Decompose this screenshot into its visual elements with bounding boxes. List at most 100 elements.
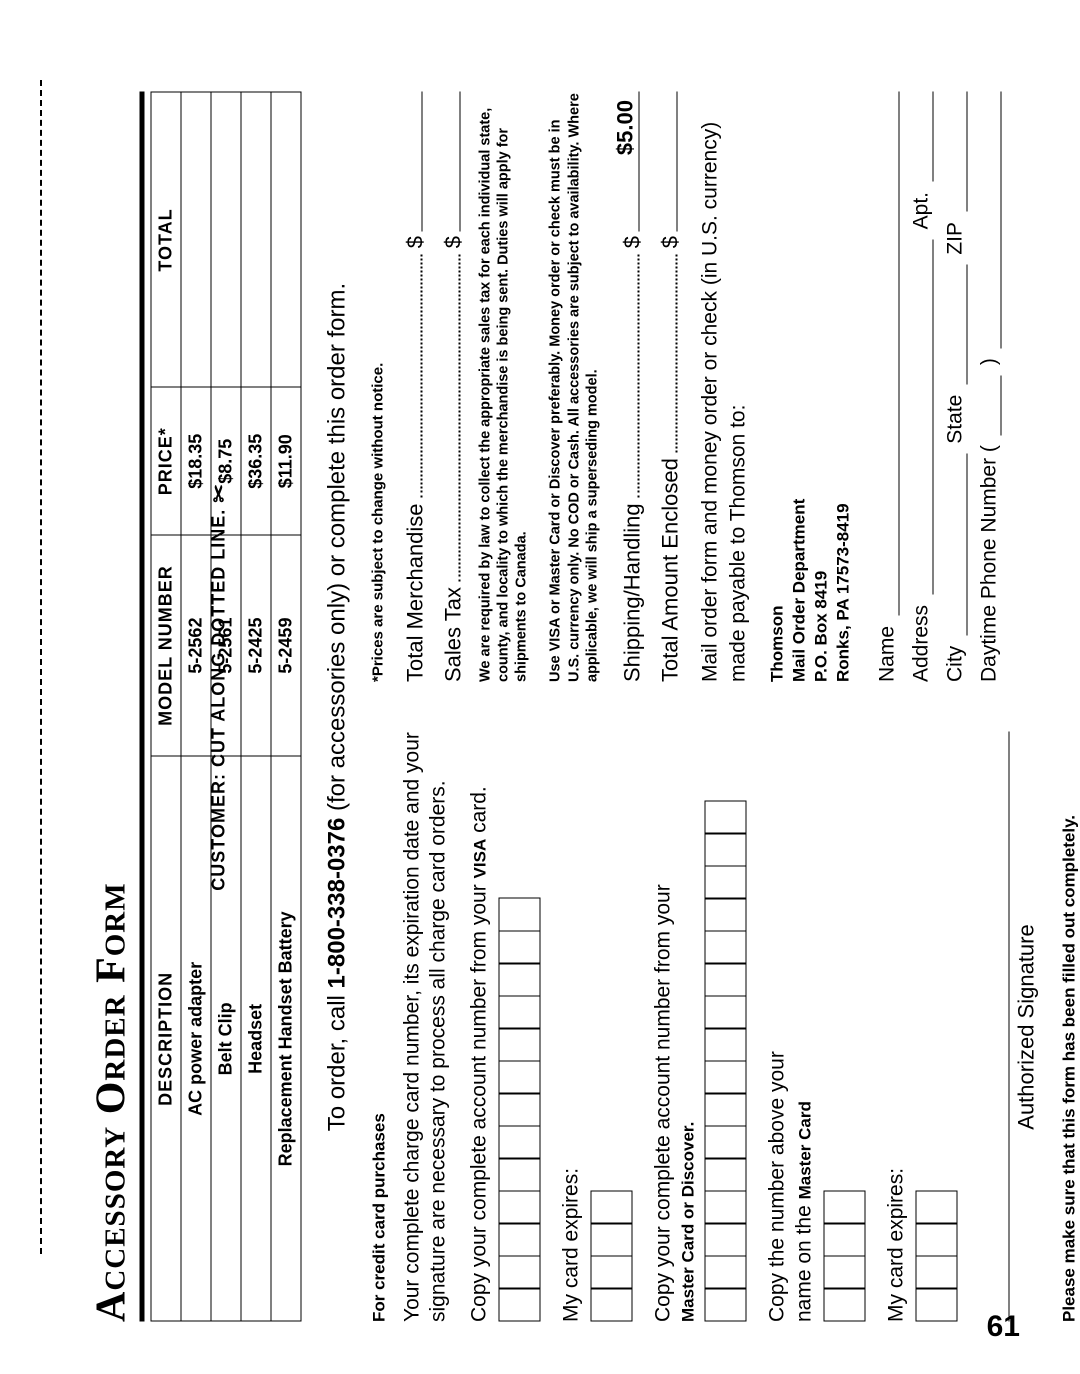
cell-total[interactable] [241, 93, 271, 388]
input-box[interactable] [705, 833, 747, 867]
input-box[interactable] [823, 1288, 865, 1322]
state-blank[interactable] [945, 265, 968, 385]
order-instruction: To order, call 1-800-338-0376 (for acces… [324, 92, 352, 1322]
input-box[interactable] [705, 1223, 747, 1257]
above-name-boxes[interactable] [823, 732, 865, 1322]
input-box[interactable] [591, 1191, 633, 1225]
address-blank[interactable] [911, 239, 934, 595]
total-merch-label: Total Merchandise [403, 503, 429, 682]
phone-area-blank[interactable] [979, 375, 1002, 435]
input-box[interactable] [591, 1223, 633, 1257]
right-column: *Prices are subject to change without no… [370, 92, 1080, 682]
input-box[interactable] [705, 963, 747, 997]
input-box[interactable] [916, 1288, 958, 1322]
cell-price: $11.90 [271, 387, 301, 534]
input-box[interactable] [823, 1256, 865, 1290]
cell-total[interactable] [271, 93, 301, 388]
cell-price: $36.35 [241, 387, 271, 534]
input-box[interactable] [705, 866, 747, 900]
input-box[interactable] [705, 1256, 747, 1290]
input-box[interactable] [705, 1191, 747, 1225]
input-box[interactable] [498, 1191, 540, 1225]
input-box[interactable] [498, 1061, 540, 1095]
input-box[interactable] [705, 996, 747, 1030]
input-box[interactable] [498, 1093, 540, 1127]
cell-model: 5-2561 [211, 535, 241, 756]
signature-row [988, 732, 1010, 1322]
th-total: TOTAL [151, 93, 181, 388]
th-description: DESCRIPTION [151, 756, 181, 1321]
cell-description: Headset [241, 756, 271, 1321]
zip-blank[interactable] [945, 92, 968, 212]
table-row: AC power adapter5-2562$18.35 [181, 93, 211, 1322]
input-box[interactable] [498, 931, 540, 965]
input-box[interactable] [705, 1028, 747, 1062]
dollar-sign: $ [657, 236, 683, 248]
expires1-label: My card expires: [558, 732, 584, 1322]
input-box[interactable] [498, 1126, 540, 1160]
input-box[interactable] [705, 1158, 747, 1192]
expiry1-boxes[interactable] [591, 732, 633, 1322]
phone-number-blank[interactable] [979, 92, 1002, 348]
input-box[interactable] [498, 996, 540, 1030]
input-box[interactable] [705, 1061, 747, 1095]
cc-purchases-head: For credit card purchases [370, 732, 390, 1322]
input-box[interactable] [591, 1256, 633, 1290]
table-row: Replacement Handset Battery5-2459$11.90 [271, 93, 301, 1322]
input-box[interactable] [705, 1288, 747, 1322]
input-box[interactable] [705, 931, 747, 965]
visa-pre: Copy your complete account number from y… [467, 878, 490, 1322]
tax-note: We are required by law to collect the ap… [477, 92, 531, 682]
mail-line2: made payable to Thomson to: [726, 92, 752, 682]
phone-paren: ) [978, 358, 1002, 365]
cell-total[interactable] [181, 93, 211, 388]
payment-note: Use VISA or Master Card or Discover pref… [547, 92, 601, 682]
two-columns: For credit card purchases Your complete … [370, 92, 1080, 1322]
input-box[interactable] [705, 1126, 747, 1160]
name-row: Name [876, 92, 900, 682]
input-box[interactable] [916, 1256, 958, 1290]
sales-tax-blank[interactable] [439, 92, 461, 232]
dollar-sign: $ [403, 236, 429, 248]
total-merch-blank[interactable] [401, 92, 423, 232]
input-box[interactable] [591, 1288, 633, 1322]
signature-line[interactable] [988, 732, 1010, 1322]
shipping-label: Shipping/Handling [619, 503, 645, 682]
input-box[interactable] [705, 1093, 747, 1127]
phone-label: Daytime Phone Number ( [978, 445, 1002, 682]
total-enclosed-blank[interactable] [655, 92, 677, 232]
above-bold: Master Card [795, 1101, 814, 1199]
mail-line1: Mail order form and money order or check… [697, 92, 723, 682]
expiry2-boxes[interactable] [916, 732, 958, 1322]
name-blank[interactable] [877, 92, 900, 616]
mc-label-pre: Copy your complete account number from y… [651, 732, 677, 1322]
addr-citystate: Ronks, PA 17573-8419 [834, 92, 854, 682]
input-box[interactable] [823, 1223, 865, 1257]
input-box[interactable] [705, 801, 747, 835]
city-blank[interactable] [945, 454, 968, 636]
table-header-row: DESCRIPTION MODEL NUMBER PRICE* TOTAL [151, 93, 181, 1322]
city-label: City [944, 646, 968, 682]
input-box[interactable] [498, 1028, 540, 1062]
input-box[interactable] [498, 1288, 540, 1322]
page-number: 61 [987, 1310, 1020, 1344]
signature-caption: Authorized Signature [1014, 732, 1040, 1322]
input-box[interactable] [498, 1223, 540, 1257]
complete-note: Please make sure that this form has been… [1060, 732, 1080, 1322]
input-box[interactable] [498, 1256, 540, 1290]
input-box[interactable] [498, 898, 540, 932]
mastercard-boxes[interactable] [705, 732, 747, 1322]
dots [657, 254, 677, 452]
apt-blank[interactable] [911, 92, 934, 182]
address-row: Address Apt. [910, 92, 934, 682]
input-box[interactable] [916, 1223, 958, 1257]
input-box[interactable] [823, 1191, 865, 1225]
input-box[interactable] [916, 1191, 958, 1225]
cell-price: $8.75 [211, 387, 241, 534]
input-box[interactable] [498, 1158, 540, 1192]
above-label-1: Copy the number above your [765, 732, 791, 1322]
input-box[interactable] [498, 963, 540, 997]
cell-total[interactable] [211, 93, 241, 388]
visa-card-boxes[interactable] [498, 732, 540, 1322]
input-box[interactable] [705, 898, 747, 932]
